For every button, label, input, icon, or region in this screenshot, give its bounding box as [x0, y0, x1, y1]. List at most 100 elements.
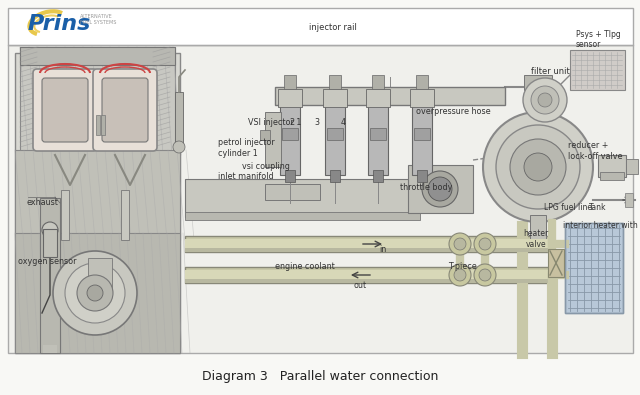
Circle shape [42, 222, 58, 238]
Circle shape [538, 93, 552, 107]
Text: 2: 2 [289, 118, 294, 127]
Bar [565, 223, 623, 313]
Text: vsi coupling: vsi coupling [242, 162, 290, 171]
FancyBboxPatch shape [33, 69, 97, 151]
Circle shape [474, 264, 496, 286]
Bar [185, 248, 550, 252]
Text: 3: 3 [315, 118, 320, 127]
Bar [410, 89, 434, 107]
Bar [88, 258, 112, 293]
Bar [548, 249, 564, 277]
Text: LPG fuel line: LPG fuel line [544, 203, 592, 212]
Bar [412, 100, 432, 175]
Text: ALTERNATIVE
FUEL SYSTEMS: ALTERNATIVE FUEL SYSTEMS [80, 14, 116, 25]
Bar [43, 345, 57, 353]
Bar [285, 170, 295, 182]
Text: petrol injector
cylinder 1: petrol injector cylinder 1 [218, 138, 275, 158]
Text: Tank: Tank [589, 203, 606, 212]
Circle shape [479, 269, 491, 281]
Bar [598, 155, 626, 177]
Bar [530, 87, 546, 112]
Circle shape [474, 233, 496, 255]
Bar [20, 47, 175, 155]
Bar [565, 223, 623, 313]
Bar [185, 267, 550, 283]
Text: exhaust: exhaust [27, 198, 59, 207]
Text: in: in [379, 245, 386, 254]
Bar [8, 8, 633, 45]
Circle shape [65, 263, 125, 323]
Bar [327, 128, 343, 140]
FancyBboxPatch shape [102, 78, 148, 142]
Bar [282, 128, 298, 140]
Circle shape [449, 233, 471, 255]
Circle shape [454, 269, 466, 281]
Bar [15, 233, 180, 353]
Bar [40, 198, 60, 353]
Text: injector rail: injector rail [309, 23, 356, 32]
Bar [185, 179, 415, 217]
Bar [275, 87, 505, 105]
Bar [530, 215, 546, 240]
Text: heater
valve: heater valve [524, 229, 549, 249]
Circle shape [524, 153, 552, 181]
Text: Diagram 3   Parallel water connection: Diagram 3 Parallel water connection [202, 370, 438, 383]
Text: overpressure hose: overpressure hose [416, 107, 491, 116]
Bar [20, 47, 175, 65]
FancyBboxPatch shape [93, 69, 157, 151]
Circle shape [510, 139, 566, 195]
Bar [43, 229, 57, 257]
Text: VSI injector 1: VSI injector 1 [248, 118, 301, 127]
Text: inlet manifold: inlet manifold [218, 172, 273, 181]
Circle shape [531, 86, 559, 114]
Bar [185, 279, 550, 283]
Circle shape [483, 112, 593, 222]
Bar [366, 89, 390, 107]
Bar [600, 172, 624, 180]
Bar [370, 128, 386, 140]
Text: out: out [354, 281, 367, 290]
Circle shape [523, 78, 567, 122]
Text: reducer +
lock-off valve: reducer + lock-off valve [568, 141, 623, 161]
Bar [626, 159, 638, 174]
Text: oxygen sensor: oxygen sensor [18, 257, 76, 266]
Bar [280, 100, 300, 175]
Bar [8, 45, 633, 353]
Bar [185, 239, 550, 249]
FancyBboxPatch shape [42, 78, 88, 142]
Bar [284, 75, 296, 89]
Bar [524, 75, 552, 90]
Bar [15, 150, 180, 240]
Circle shape [454, 238, 466, 250]
Bar [368, 100, 388, 175]
Bar [625, 193, 633, 207]
Bar [330, 170, 340, 182]
Text: 4: 4 [340, 118, 346, 127]
Circle shape [496, 125, 580, 209]
Bar [325, 100, 345, 175]
Text: Prins: Prins [28, 14, 92, 34]
Text: engine coolant: engine coolant [275, 262, 335, 271]
Bar [185, 236, 550, 252]
Bar [265, 184, 320, 200]
Bar [417, 170, 427, 182]
Bar [175, 92, 183, 147]
Bar [372, 75, 384, 89]
Bar [373, 170, 383, 182]
Bar [260, 130, 270, 140]
Text: throttle body: throttle body [400, 183, 452, 192]
Bar [185, 270, 550, 280]
Circle shape [449, 264, 471, 286]
Bar [121, 190, 129, 240]
Circle shape [53, 251, 137, 335]
Circle shape [479, 238, 491, 250]
Bar [323, 89, 347, 107]
Text: interior heater with valve: interior heater with valve [563, 221, 640, 229]
Bar [414, 128, 430, 140]
Bar [101, 115, 105, 135]
Bar [329, 75, 341, 89]
Circle shape [428, 177, 452, 201]
Text: Psys + Tlpg
sensor: Psys + Tlpg sensor [576, 30, 621, 49]
Circle shape [77, 275, 113, 311]
Bar [185, 212, 420, 220]
